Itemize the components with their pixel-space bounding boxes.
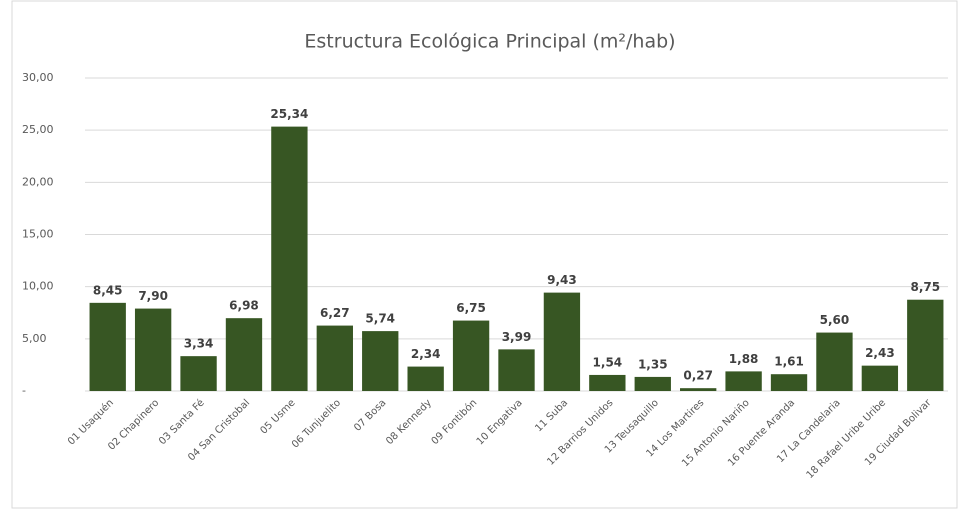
value-label: 1,54: [593, 355, 623, 369]
y-tick-label: 20,00: [22, 175, 54, 188]
value-label: 6,75: [456, 301, 486, 315]
y-tick-label: 5,00: [22, 332, 47, 345]
bar: [316, 325, 353, 391]
y-tick-label: 10,00: [22, 280, 54, 293]
value-label: 1,88: [729, 352, 759, 366]
bar: [225, 318, 263, 391]
bar: [180, 356, 217, 391]
bar: [816, 332, 853, 391]
value-label: 9,43: [547, 273, 577, 287]
value-label: 7,90: [138, 289, 168, 303]
value-label: 5,74: [365, 312, 395, 326]
y-tick-label: 25,00: [22, 123, 54, 136]
bar: [452, 320, 490, 391]
bar: [134, 308, 172, 391]
bar: [362, 331, 399, 391]
bar: [543, 292, 581, 391]
bar: [89, 302, 126, 391]
value-label: 1,61: [774, 355, 804, 369]
bar: [271, 126, 308, 392]
value-label: 8,45: [93, 283, 123, 297]
value-label: 2,34: [411, 347, 441, 361]
bar: [589, 374, 626, 391]
bar: [907, 299, 944, 391]
value-label: 2,43: [865, 346, 895, 360]
bar: [680, 388, 717, 391]
value-label: 0,27: [683, 369, 713, 383]
value-label: 3,34: [184, 337, 214, 351]
y-tick-label: 30,00: [22, 71, 54, 84]
y-tick-label: 15,00: [22, 228, 54, 241]
bar: [634, 376, 671, 391]
value-label: 25,34: [270, 107, 308, 121]
y-tick-label: -: [22, 384, 26, 397]
bar: [770, 374, 808, 391]
value-label: 5,60: [820, 313, 850, 327]
chart-border: [11, 0, 958, 509]
value-label: 1,35: [638, 357, 668, 371]
value-label: 8,75: [910, 280, 940, 294]
bar: [861, 365, 899, 391]
bar: [498, 349, 535, 391]
chart-title: Estructura Ecológica Principal (m²/hab): [304, 31, 675, 53]
value-label: 3,99: [502, 330, 532, 344]
value-label: 6,98: [229, 299, 259, 313]
bar: [407, 366, 444, 391]
bar: [725, 371, 762, 391]
value-label: 6,27: [320, 306, 350, 320]
